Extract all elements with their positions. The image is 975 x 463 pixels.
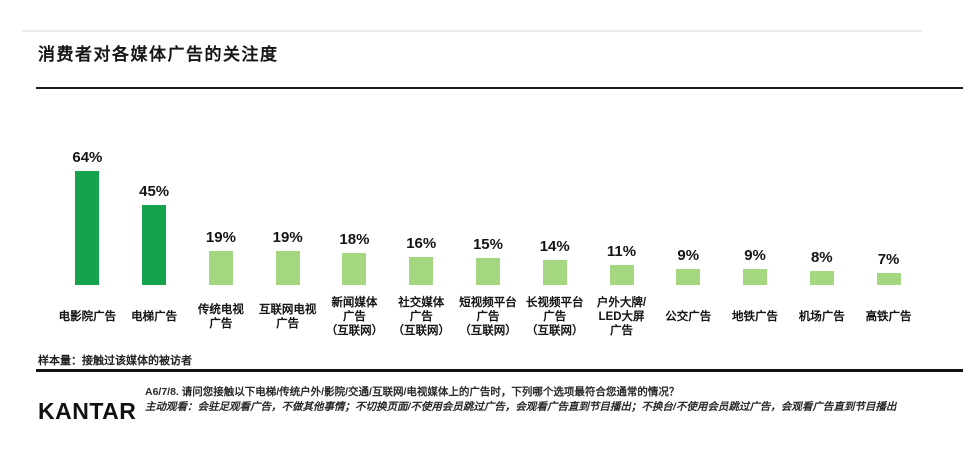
- bar: [75, 171, 100, 285]
- footnote-definition-term: 主动观看：: [145, 400, 198, 413]
- bar-value-label: 64%: [72, 149, 103, 166]
- bar-category-label: 社交媒体 广告 （互联网）: [392, 297, 450, 337]
- bar-category-label: 高铁广告: [865, 311, 912, 323]
- bar-value-label: 18%: [339, 231, 370, 248]
- bar-value-label: 19%: [272, 229, 303, 246]
- bar: [542, 260, 567, 285]
- bar-category-label: 短视频平台 广告 （互联网）: [459, 297, 517, 337]
- bar: [743, 269, 768, 285]
- bar-category-label: 公交广告: [665, 311, 712, 323]
- bar-column: 64% 电影院广告: [54, 100, 121, 350]
- bar-column: 11% 户外大牌/LED大屏 广告: [588, 100, 655, 350]
- bar: [342, 253, 367, 285]
- bar-column: 9% 公交广告: [655, 100, 722, 350]
- bar: [275, 251, 300, 285]
- bar-value-label: 9%: [677, 247, 700, 264]
- sample-size-note: 样本量：接触过该媒体的被访者: [38, 355, 192, 367]
- bar-column: 7% 高铁广告: [855, 100, 922, 350]
- bar-category-label: 长视频平台 广告 （互联网）: [525, 297, 584, 337]
- bar-column: 9% 地铁广告: [722, 100, 789, 350]
- page-title: 消费者对各媒体广告的关注度: [38, 45, 279, 64]
- bar-value-label: 9%: [744, 247, 766, 264]
- bar-category-label: 电梯广告: [131, 311, 178, 323]
- bar-value-label: 16%: [406, 235, 437, 252]
- bar-category-label: 传统电视 广告: [197, 304, 244, 330]
- bar: [208, 251, 233, 285]
- top-divider: [22, 30, 922, 32]
- bar-column: 14% 长视频平台 广告 （互联网）: [521, 100, 588, 350]
- kantar-logo: KANTAR: [38, 398, 137, 424]
- bar-category-label: 机场广告: [798, 311, 845, 323]
- bar-column: 15% 短视频平台 广告 （互联网）: [455, 100, 522, 350]
- bar-column: 19% 互联网电视 广告: [254, 100, 321, 350]
- bar-column: 8% 机场广告: [788, 100, 855, 350]
- bar-value-label: 19%: [205, 229, 236, 246]
- footer-divider: [36, 369, 963, 372]
- title-divider: [36, 87, 963, 89]
- footnote-definition-text: 会驻足观看广告，不做其他事情；不切换页面/不使用会员跳过广告，会观看广告直到节目…: [197, 400, 897, 413]
- bar-column: 18% 新闻媒体 广告 （互联网）: [321, 100, 388, 350]
- bar-column: 45% 电梯广告: [121, 100, 188, 350]
- bar-category-label: 新闻媒体 广告 （互联网）: [325, 297, 384, 337]
- bar-category-label: 互联网电视 广告: [258, 304, 317, 330]
- bar-value-label: 8%: [810, 249, 833, 266]
- bar-value-label: 45%: [139, 183, 170, 200]
- bar-category-label: 电影院广告: [58, 311, 117, 323]
- bar-chart: 64% 电影院广告 45% 电梯广告 19% 传统电视 广告 19% 互联网电视 广告 18% 新闻媒…: [54, 100, 922, 350]
- bar: [475, 258, 500, 285]
- bar: [676, 269, 701, 285]
- bar-value-label: 15%: [472, 236, 503, 253]
- bar-category-label: 地铁广告: [732, 311, 779, 323]
- footnote-block: A6/7/8. 请问您接触以下电梯/传统户外/影院/交通/互联网/电视媒体上的广…: [145, 386, 910, 414]
- bar: [409, 257, 434, 285]
- bar: [876, 273, 901, 285]
- bar: [609, 265, 634, 285]
- bar-value-label: 11%: [606, 243, 637, 260]
- footnote-definition: 主动观看：会驻足观看广告，不做其他事情；不切换页面/不使用会员跳过广告，会观看广…: [145, 401, 910, 415]
- bar-value-label: 7%: [877, 251, 900, 268]
- bar-value-label: 14%: [539, 238, 570, 255]
- footnote-question: A6/7/8. 请问您接触以下电梯/传统户外/影院/交通/互联网/电视媒体上的广…: [145, 386, 680, 398]
- bar-category-label: 户外大牌/LED大屏 广告: [596, 297, 647, 337]
- bar-column: 19% 传统电视 广告: [188, 100, 255, 350]
- bar: [142, 205, 167, 285]
- bar-column: 16% 社交媒体 广告 （互联网）: [388, 100, 455, 350]
- bar: [809, 271, 834, 285]
